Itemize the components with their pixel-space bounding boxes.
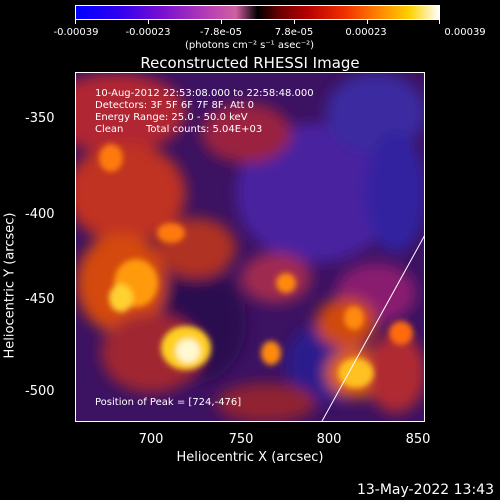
image-title: Reconstructed RHESSI Image bbox=[140, 54, 360, 72]
colorbar-tick-label: 0.00039 bbox=[444, 27, 486, 38]
energy-range-text: Energy Range: 25.0 - 50.0 keV bbox=[95, 112, 248, 123]
x-axis-label: Heliocentric X (arcsec) bbox=[176, 450, 324, 465]
hessi-image-plot bbox=[75, 72, 425, 422]
colorbar-tick bbox=[439, 20, 440, 24]
time-range-text: 10-Aug-2012 22:53:08.000 to 22:58:48.000 bbox=[95, 88, 314, 99]
colorbar-tick-label: -0.00023 bbox=[125, 27, 171, 38]
x-tick-label: 750 bbox=[228, 432, 254, 447]
x-tick-label: 800 bbox=[316, 432, 342, 447]
x-tick-label: 850 bbox=[405, 432, 431, 447]
y-tick-label: -350 bbox=[25, 111, 55, 126]
colorbar-tick bbox=[148, 20, 149, 24]
detectors-text: Detectors: 3F 5F 6F 7F 8F, Att 0 bbox=[95, 100, 255, 111]
y-axis-label: Heliocentric Y (arcsec) bbox=[2, 212, 18, 359]
x-tick-label: 700 bbox=[138, 432, 164, 447]
y-tick-label: -400 bbox=[25, 207, 55, 222]
hessi-image bbox=[76, 73, 424, 421]
colorbar-tick bbox=[221, 20, 222, 24]
algorithm-text: Clean bbox=[95, 124, 124, 135]
y-tick-label: -500 bbox=[25, 384, 55, 399]
colorbar-tick-label: -0.00039 bbox=[53, 27, 99, 38]
colorbar-tick-label: -7.8e-05 bbox=[200, 27, 242, 38]
colorbar-tick bbox=[294, 20, 295, 24]
colorbar-units: (photons cm⁻² s⁻¹ asec⁻²) bbox=[185, 40, 315, 51]
colorbar bbox=[75, 5, 440, 20]
peak-position-text: Position of Peak = [724,-476] bbox=[95, 397, 242, 408]
date-stamp: 13-May-2022 13:43 bbox=[356, 482, 494, 498]
colorbar-tick bbox=[367, 20, 368, 24]
total-counts-text: Total counts: 5.04E+03 bbox=[146, 124, 263, 135]
colorbar-tick-label: 0.00023 bbox=[345, 27, 387, 38]
colorbar-tick-label: 7.8e-05 bbox=[274, 27, 314, 38]
colorbar-tick bbox=[75, 20, 76, 24]
y-tick-label: -450 bbox=[25, 292, 55, 307]
